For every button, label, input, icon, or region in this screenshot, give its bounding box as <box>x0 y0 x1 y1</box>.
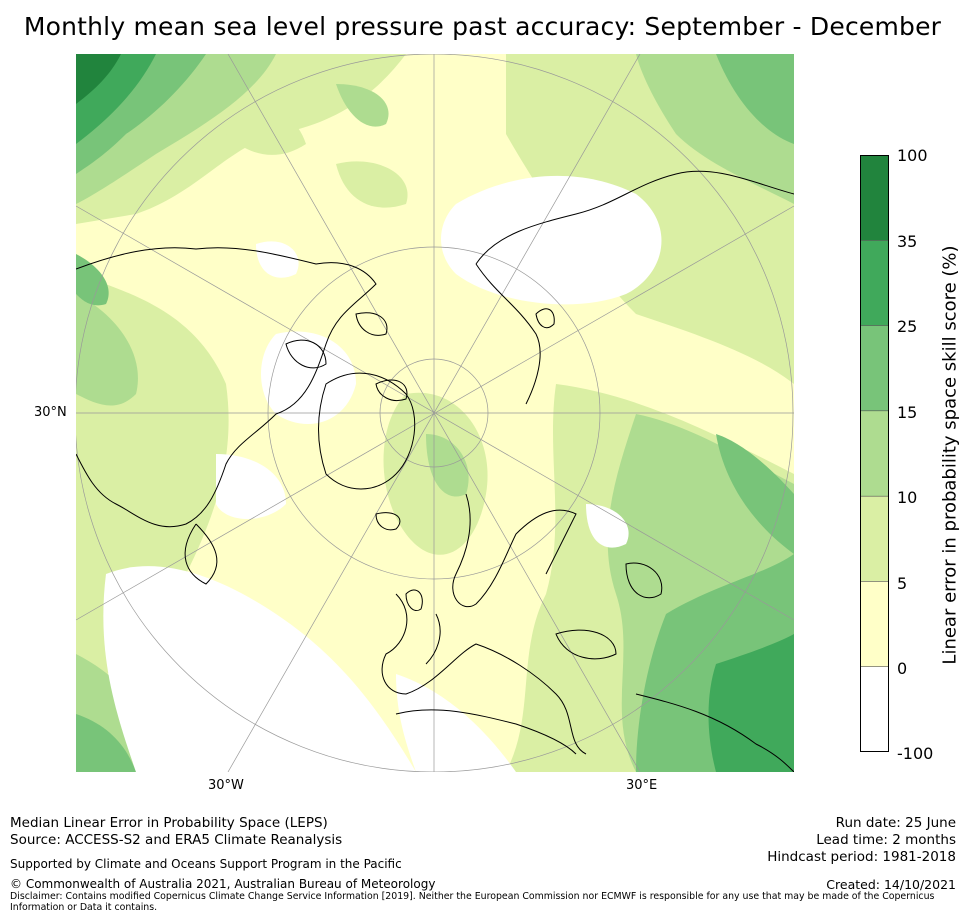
support-line: Supported by Climate and Oceans Support … <box>10 857 402 871</box>
cbar-tick: 0 <box>897 659 908 678</box>
cbar-tick: -100 <box>897 744 934 763</box>
coastlines <box>76 170 794 772</box>
colorbar-swatch <box>860 155 889 241</box>
colorbar-swatch <box>860 325 889 411</box>
lon-label-30e: 30°E <box>626 778 658 793</box>
leps-line: Median Linear Error in Probability Space… <box>10 815 328 831</box>
copyright-line: © Commonwealth of Australia 2021, Austra… <box>10 877 436 891</box>
run-date: Run date: 25 June <box>835 815 956 831</box>
cbar-tick: 35 <box>897 232 918 251</box>
skill-region-35-100 <box>76 54 121 104</box>
cbar-tick: 100 <box>897 146 928 165</box>
skill-score-map <box>76 54 794 772</box>
polar-map <box>76 54 794 772</box>
footer-right: Run date: 25 June Lead time: 2 months Hi… <box>767 815 956 866</box>
hindcast-period: Hindcast period: 1981-2018 <box>767 849 956 865</box>
cbar-tick: 10 <box>897 488 918 507</box>
colorbar-outline <box>860 155 889 752</box>
colorbar-swatch <box>860 581 889 667</box>
source-line: Source: ACCESS-S2 and ERA5 Climate Reana… <box>10 832 343 848</box>
cbar-tick: 25 <box>897 317 918 336</box>
colorbar-swatch <box>860 666 889 752</box>
lon-label-30w: 30°W <box>208 778 244 793</box>
colorbar-title-text: Linear error in probability space skill … <box>939 245 961 665</box>
cbar-tick: 15 <box>897 403 918 422</box>
lead-time: Lead time: 2 months <box>816 832 956 848</box>
colorbar-swatches <box>860 155 889 752</box>
skill-region-negative <box>103 175 662 772</box>
colorbar <box>860 155 889 752</box>
colorbar-swatch <box>860 496 889 582</box>
lat-label-30n: 30°N <box>34 405 67 420</box>
map-title: Monthly mean sea level pressure past acc… <box>23 12 942 41</box>
cbar-tick: 5 <box>897 574 908 593</box>
colorbar-swatch <box>860 410 889 497</box>
footer-left: Median Linear Error in Probability Space… <box>10 815 342 849</box>
disclaimer: Disclaimer: Contains modified Copernicus… <box>10 891 935 913</box>
created-date: Created: 14/10/2021 <box>826 877 956 892</box>
colorbar-swatch <box>860 240 889 326</box>
